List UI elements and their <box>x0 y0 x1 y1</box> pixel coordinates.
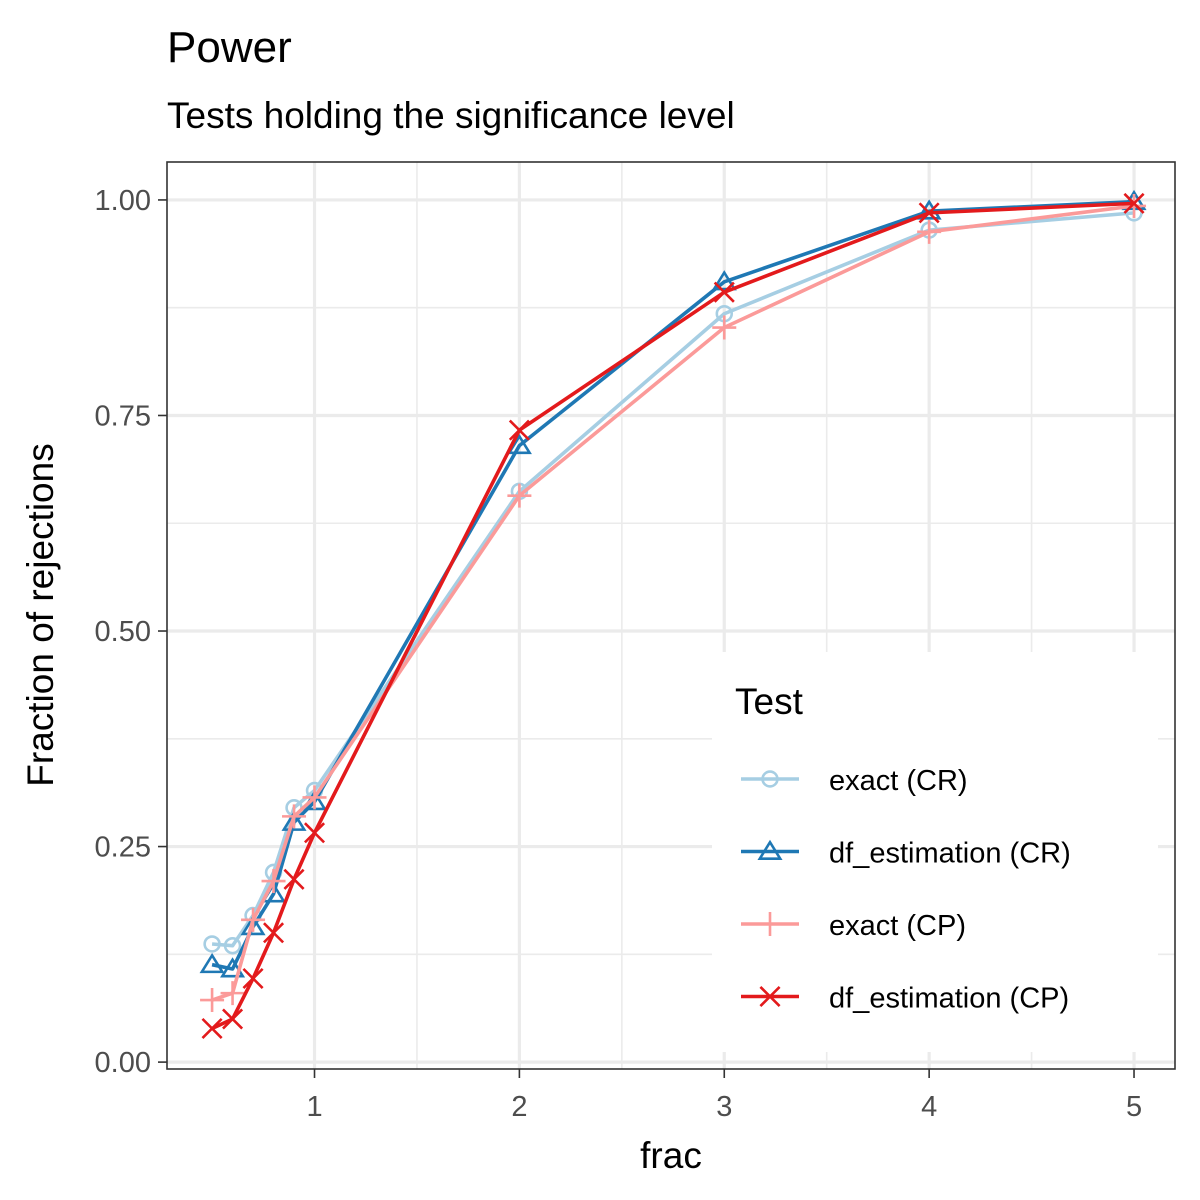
x-tick-label: 4 <box>921 1091 937 1123</box>
legend-label: df_estimation (CP) <box>829 983 1069 1015</box>
data-point-cross <box>1123 192 1145 214</box>
series-df-estimation-cp- <box>201 192 1145 1039</box>
data-point-triangle <box>220 957 246 978</box>
data-point-plus <box>917 219 942 244</box>
data-point-triangle <box>199 952 225 974</box>
data-point-plus <box>261 869 286 894</box>
legend-item: df_estimation (CR) <box>741 838 1071 870</box>
data-point-plus <box>507 483 532 508</box>
legend-item: exact (CP) <box>741 910 966 942</box>
panel-border <box>166 161 1176 1070</box>
y-axis-label: Fraction of rejections <box>20 443 61 786</box>
data-point-cross <box>201 1017 223 1039</box>
data-point-cross <box>508 419 530 441</box>
data-point-plus <box>758 912 782 936</box>
axes: 1 2 3 4 5 0.00 0.25 0.50 0.75 1.00 <box>95 185 1143 1123</box>
x-tick-label: 3 <box>716 1091 732 1123</box>
legend-item: exact (CR) <box>741 765 968 797</box>
x-axis-label: frac <box>640 1135 702 1176</box>
data-point-cross <box>759 985 781 1008</box>
data-point-circle <box>761 770 779 788</box>
data-point-plus <box>712 315 737 340</box>
data-point-cross <box>283 868 305 890</box>
x-tick-label: 1 <box>306 1091 322 1123</box>
data-point-triangle <box>506 433 532 455</box>
data-point-plus <box>282 804 307 829</box>
x-tick-label: 2 <box>511 1091 527 1123</box>
data-point-plus <box>241 907 266 932</box>
data-point-triangle <box>281 810 307 831</box>
data-point-cross <box>263 922 285 944</box>
x-tick-label: 5 <box>1126 1091 1142 1123</box>
legend-item: df_estimation (CP) <box>741 983 1069 1015</box>
data-point-cross <box>242 967 264 989</box>
chart-subtitle: Tests holding the significance level <box>167 95 735 136</box>
data-point-cross <box>918 202 940 224</box>
series-exact-cp- <box>200 193 1147 1013</box>
y-tick-label: 0.00 <box>95 1047 151 1079</box>
y-tick-label: 0.50 <box>95 616 151 648</box>
data-point-triangle <box>240 914 266 936</box>
data-point-plus <box>302 785 327 810</box>
data-point-plus <box>1122 193 1147 218</box>
legend-label: exact (CR) <box>829 765 968 797</box>
data-point-plus <box>200 988 225 1013</box>
y-tick-label: 0.75 <box>95 400 151 432</box>
data-point-circle <box>203 935 221 953</box>
y-tick-label: 0.25 <box>95 832 151 864</box>
series-line <box>211 204 1135 1002</box>
data-point-cross <box>303 822 326 844</box>
data-point-plus <box>220 981 245 1006</box>
series-line <box>211 199 1135 971</box>
series-line <box>211 201 1135 1031</box>
data-point-triangle <box>711 270 737 291</box>
y-tick-label: 1.00 <box>95 185 151 217</box>
data-point-circle <box>223 936 242 955</box>
data-point-triangle <box>757 839 783 861</box>
data-point-triangle <box>916 199 942 220</box>
legend-label: df_estimation (CR) <box>829 838 1071 870</box>
data-point-cross <box>222 1008 244 1030</box>
chart-title: Power <box>167 23 292 72</box>
data-point-cross <box>713 281 735 303</box>
series-line <box>211 211 1135 948</box>
legend: Test exact (CR) df_estimation (CR) exact (C… <box>712 652 1158 1052</box>
legend-title: Test <box>735 681 804 722</box>
series-layer <box>199 189 1147 1039</box>
legend-label: exact (CP) <box>829 910 966 942</box>
